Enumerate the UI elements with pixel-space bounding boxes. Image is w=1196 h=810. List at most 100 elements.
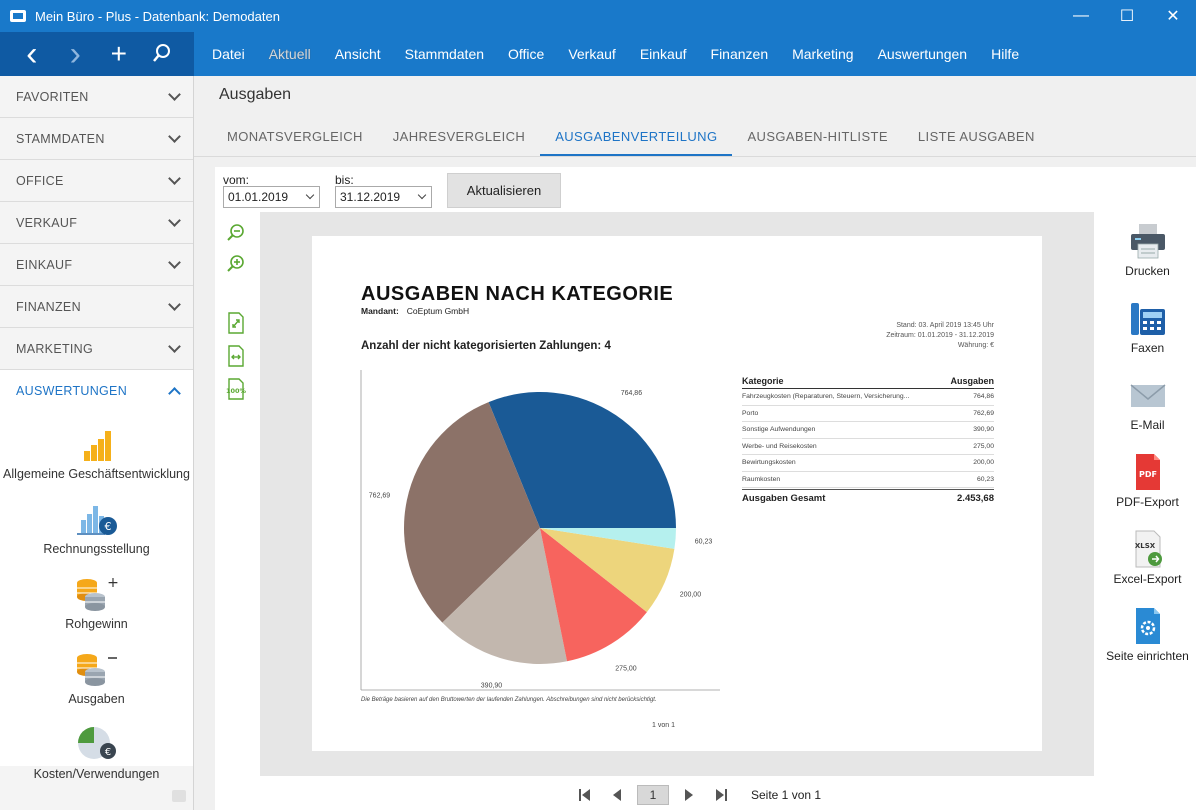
fit-width-icon[interactable] bbox=[225, 345, 247, 367]
zoom-100-icon[interactable]: 100% bbox=[225, 378, 247, 400]
table-row: Werbe- und Reisekosten 275,00 bbox=[742, 439, 994, 455]
chevron-up-icon bbox=[168, 386, 181, 400]
menu-ansicht[interactable]: Ansicht bbox=[334, 46, 381, 62]
pdf-icon-text: PDF bbox=[1139, 470, 1157, 479]
menu-verkauf[interactable]: Verkauf bbox=[568, 46, 616, 62]
zoom-100-text: 100% bbox=[226, 387, 247, 395]
previous-page-icon[interactable] bbox=[607, 785, 627, 805]
menu-aktuell[interactable]: Aktuell bbox=[268, 46, 311, 62]
menu-einkauf[interactable]: Einkauf bbox=[639, 46, 687, 62]
tab-monatsvergleich[interactable]: MONATSVERGLEICH bbox=[227, 129, 363, 144]
sidebar-item-ausgaben[interactable]: Ausgaben bbox=[0, 637, 193, 712]
menu-office[interactable]: Office bbox=[508, 46, 545, 62]
sidebar-group-stammdaten[interactable]: STAMMDATEN bbox=[0, 118, 193, 160]
search-icon[interactable] bbox=[146, 31, 178, 78]
chevron-down-icon[interactable] bbox=[305, 190, 315, 200]
pie-slice bbox=[540, 528, 676, 549]
sidebar-group-auswertungen[interactable]: AUSWERTUNGEN bbox=[0, 370, 193, 412]
sidebar-group-favoriten[interactable]: FAVORITEN bbox=[0, 76, 193, 118]
pdf-export-button[interactable]: PDF PDF-Export bbox=[1099, 453, 1196, 509]
tab-jahresvergleich[interactable]: JAHRESVERGLEICH bbox=[392, 129, 526, 144]
sidebar-group-marketing[interactable]: MARKETING bbox=[0, 328, 193, 370]
report-viewer[interactable]: AUSGABEN NACH KATEGORIE Mandant: CoEptum … bbox=[260, 212, 1094, 776]
next-page-icon[interactable] bbox=[679, 785, 699, 805]
sidebar-item-label: Rechnungsstellung bbox=[43, 542, 150, 556]
pie-slice bbox=[540, 528, 675, 613]
page-setup-button[interactable]: Seite einrichten bbox=[1099, 607, 1196, 663]
table-header: Kategorie Ausgaben bbox=[742, 376, 994, 389]
pie-data-label: 60,23 bbox=[695, 539, 713, 546]
sidebar-group-label: AUSWERTUNGEN bbox=[16, 384, 128, 398]
menu-hilfe[interactable]: Hilfe bbox=[991, 46, 1020, 62]
fax-button[interactable]: Faxen bbox=[1099, 299, 1196, 355]
last-page-icon[interactable] bbox=[711, 785, 731, 805]
tab-liste-ausgaben[interactable]: LISTE AUSGABEN bbox=[917, 129, 1035, 144]
print-button[interactable]: Drucken bbox=[1099, 222, 1196, 278]
to-date-label: bis: bbox=[335, 173, 354, 187]
sidebar-group-finanzen[interactable]: FINANZEN bbox=[0, 286, 193, 328]
sidebar-group-einkauf[interactable]: EINKAUF bbox=[0, 244, 193, 286]
from-date-input[interactable]: 01.01.2019 bbox=[223, 186, 320, 208]
total-label: Ausgaben Gesamt bbox=[742, 493, 826, 504]
page-number-input[interactable]: 1 bbox=[637, 785, 669, 805]
sidebar-group-verkauf[interactable]: VERKAUF bbox=[0, 202, 193, 244]
row-category: Raumkosten bbox=[742, 475, 781, 483]
update-button[interactable]: Aktualisieren bbox=[447, 173, 561, 208]
excel-export-button[interactable]: XLSX Excel-Export bbox=[1099, 530, 1196, 586]
maximize-button[interactable]: ☐ bbox=[1119, 8, 1135, 25]
report-panel: vom: 01.01.2019 bis: 31.12.2019 Aktualis… bbox=[215, 167, 1196, 810]
pdf-export-label: PDF-Export bbox=[1116, 495, 1179, 509]
sidebar-item-geschaeftsentwicklung[interactable]: Allgemeine Geschäftsentwicklung bbox=[0, 412, 193, 487]
row-amount: 764,86 bbox=[973, 393, 994, 401]
row-amount: 762,69 bbox=[973, 409, 994, 417]
sidebar-group-label: OFFICE bbox=[16, 173, 64, 188]
report-zeitraum: Zeitraum: 01.01.2019 - 31.12.2019 bbox=[886, 332, 994, 339]
menu-auswertungen[interactable]: Auswertungen bbox=[877, 46, 968, 62]
sidebar: FAVORITEN STAMMDATEN OFFICE VERKAUF EINK… bbox=[0, 76, 194, 810]
row-category: Fahrzeugkosten (Reparaturen, Steuern, Ve… bbox=[742, 393, 910, 401]
sidebar-scroll-handle[interactable] bbox=[172, 790, 186, 802]
add-icon[interactable]: + bbox=[110, 38, 127, 69]
sidebar-group-label: MARKETING bbox=[16, 341, 94, 356]
pie-data-label: 390,90 bbox=[481, 683, 503, 690]
sidebar-group-label: FINANZEN bbox=[16, 299, 81, 314]
sidebar-group-label: STAMMDATEN bbox=[16, 131, 105, 146]
printer-icon bbox=[1130, 224, 1165, 259]
table-row: Sonstige Aufwendungen 390,90 bbox=[742, 422, 994, 439]
window-title: Mein Büro - Plus - Datenbank: Demodaten bbox=[35, 8, 280, 24]
chevron-down-icon[interactable] bbox=[417, 190, 427, 200]
row-category: Sonstige Aufwendungen bbox=[742, 426, 816, 434]
pie-slice bbox=[404, 402, 540, 623]
fax-label: Faxen bbox=[1130, 341, 1165, 355]
fit-page-icon[interactable] bbox=[225, 312, 247, 334]
app-icon bbox=[10, 10, 26, 22]
menu-finanzen[interactable]: Finanzen bbox=[710, 46, 769, 62]
zoom-out-icon[interactable] bbox=[225, 222, 247, 244]
sidebar-group-office[interactable]: OFFICE bbox=[0, 160, 193, 202]
sidebar-group-label: EINKAUF bbox=[16, 257, 73, 272]
close-button[interactable]: ✕ bbox=[1166, 8, 1180, 25]
minimize-button[interactable]: — bbox=[1073, 7, 1089, 24]
menu-datei[interactable]: Datei bbox=[212, 46, 245, 62]
tab-ausgabenverteilung[interactable]: AUSGABENVERTEILUNG bbox=[540, 128, 733, 156]
pie-data-label: 200,00 bbox=[680, 591, 702, 598]
sidebar-item-rechnungsstellung[interactable]: € Rechnungsstellung bbox=[0, 487, 193, 562]
email-button[interactable]: E-Mail bbox=[1099, 376, 1196, 432]
pager: 1 Seite 1 von 1 bbox=[575, 784, 821, 806]
zoom-in-icon[interactable] bbox=[225, 253, 247, 275]
report-sheet: AUSGABEN NACH KATEGORIE Mandant: CoEptum … bbox=[312, 236, 1042, 751]
back-icon[interactable]: ‹ bbox=[26, 35, 38, 73]
menu-stammdaten[interactable]: Stammdaten bbox=[404, 46, 485, 62]
tab-bar: MONATSVERGLEICH JAHRESVERGLEICH AUSGABEN… bbox=[212, 128, 1050, 156]
menu-marketing[interactable]: Marketing bbox=[792, 46, 854, 62]
forward-icon[interactable]: › bbox=[69, 35, 81, 73]
to-date-input[interactable]: 31.12.2019 bbox=[335, 186, 432, 208]
sidebar-item-kosten-verwendungen[interactable]: € Kosten/Verwendungen bbox=[0, 712, 193, 787]
first-page-icon[interactable] bbox=[575, 785, 595, 805]
coins-minus-icon bbox=[76, 654, 117, 686]
pie-data-label: 764,86 bbox=[621, 390, 643, 397]
envelope-icon bbox=[1130, 384, 1165, 407]
table-row: Bewirtungskosten 200,00 bbox=[742, 455, 994, 472]
sidebar-item-rohgewinn[interactable]: + Rohgewinn bbox=[0, 562, 193, 637]
tab-ausgaben-hitliste[interactable]: AUSGABEN-HITLISTE bbox=[747, 129, 888, 144]
